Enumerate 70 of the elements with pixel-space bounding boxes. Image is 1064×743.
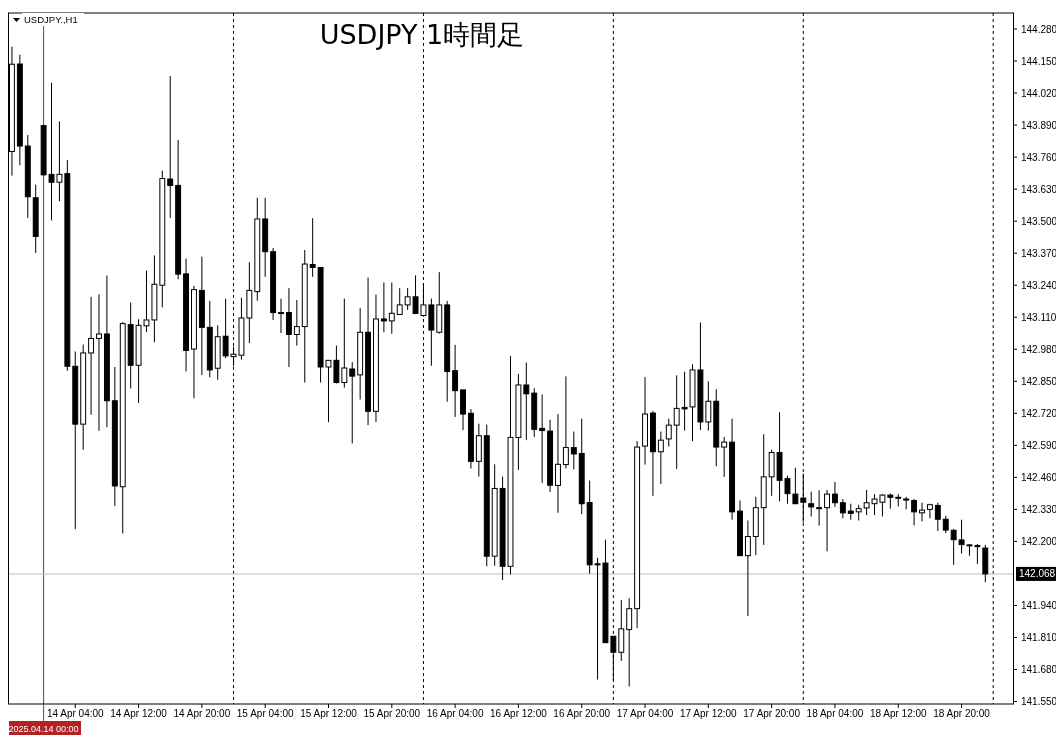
y-tick-label: 141.550 — [1021, 696, 1058, 708]
y-tick-label: 142.850 — [1021, 375, 1058, 387]
x-tick-label: 18 Apr 20:00 — [933, 708, 991, 719]
candlestick — [721, 436, 728, 478]
candlestick — [934, 502, 941, 532]
y-tick-label: 142.720 — [1021, 407, 1058, 419]
candlestick — [839, 498, 846, 519]
candlestick — [911, 498, 918, 526]
y-tick-label: 142.200 — [1021, 535, 1058, 547]
y-tick-label: 142.980 — [1021, 343, 1058, 355]
x-tick-label: 15 Apr 12:00 — [300, 708, 358, 719]
candlestick — [832, 481, 838, 508]
y-tick-label: 143.240 — [1021, 279, 1058, 291]
x-tick-label: 18 Apr 04:00 — [806, 708, 864, 719]
y-tick-label: 142.460 — [1021, 471, 1058, 483]
x-tick-label: 15 Apr 04:00 — [236, 708, 294, 719]
x-tick-label: 14 Apr 04:00 — [46, 708, 105, 719]
x-tick-label: 14 Apr 12:00 — [110, 708, 168, 719]
candlestick — [388, 282, 395, 335]
candlestick — [96, 293, 102, 432]
y-tick-label: 143.110 — [1021, 311, 1057, 323]
y-tick-label: 141.810 — [1021, 631, 1058, 643]
x-tick-label: 16 Apr 12:00 — [490, 708, 548, 719]
y-tick-label: 144.150 — [1021, 55, 1058, 67]
y-tick-label: 142.330 — [1021, 503, 1058, 515]
chart-title: USDJPY 1時間足 — [319, 19, 525, 50]
x-tick-label: 14 Apr 20:00 — [173, 708, 231, 719]
candlestick — [618, 599, 625, 662]
y-tick-label: 143.370 — [1021, 247, 1058, 259]
candlestick — [824, 489, 830, 552]
candlestick — [919, 502, 925, 522]
candlestick — [744, 519, 751, 617]
x-tick-label: 17 Apr 12:00 — [679, 708, 738, 719]
candlestick — [278, 298, 284, 334]
candlestick — [665, 418, 672, 448]
candlestick — [539, 394, 546, 484]
candlestick — [88, 296, 95, 416]
y-tick-label: 143.630 — [1021, 183, 1058, 195]
candlestick — [452, 344, 459, 418]
candlestick — [570, 431, 577, 470]
candlestick — [808, 491, 815, 518]
x-tick-label: 18 Apr 12:00 — [869, 708, 928, 719]
annotation: USDJPY.,H1 — [24, 14, 78, 25]
x-tick-label: 2025.04.14 00:00 — [8, 724, 79, 734]
y-tick-label: 144.280 — [1021, 23, 1058, 35]
candlestick — [293, 299, 300, 347]
candlestick — [349, 361, 356, 444]
candlestick — [626, 597, 633, 688]
y-tick-label: 143.500 — [1021, 215, 1058, 227]
x-tick-label: 16 Apr 04:00 — [426, 708, 484, 719]
candlestick — [396, 287, 403, 316]
y-tick-label: 142.590 — [1021, 439, 1058, 451]
candlestick — [380, 282, 387, 333]
candlestick — [285, 287, 292, 368]
y-tick-label: 144.020 — [1021, 87, 1058, 99]
y-tick-label: 141.680 — [1021, 664, 1058, 676]
candlestick — [167, 75, 174, 219]
x-tick-label: 15 Apr 20:00 — [363, 708, 421, 719]
candlestick — [926, 503, 933, 519]
candlestick — [816, 489, 823, 527]
candlestick — [562, 375, 569, 469]
candlestick — [657, 431, 664, 485]
x-tick-label: 16 Apr 20:00 — [553, 708, 611, 719]
x-tick-label: 17 Apr 04:00 — [616, 708, 674, 719]
candlestick — [555, 413, 561, 514]
y-tick-label: 143.760 — [1021, 151, 1058, 163]
y-tick-label: 141.940 — [1021, 599, 1058, 611]
y-tick-label: 143.890 — [1021, 119, 1058, 131]
x-tick-label: 17 Apr 20:00 — [743, 708, 801, 719]
ref-line-label: 142.068 — [1019, 568, 1056, 580]
